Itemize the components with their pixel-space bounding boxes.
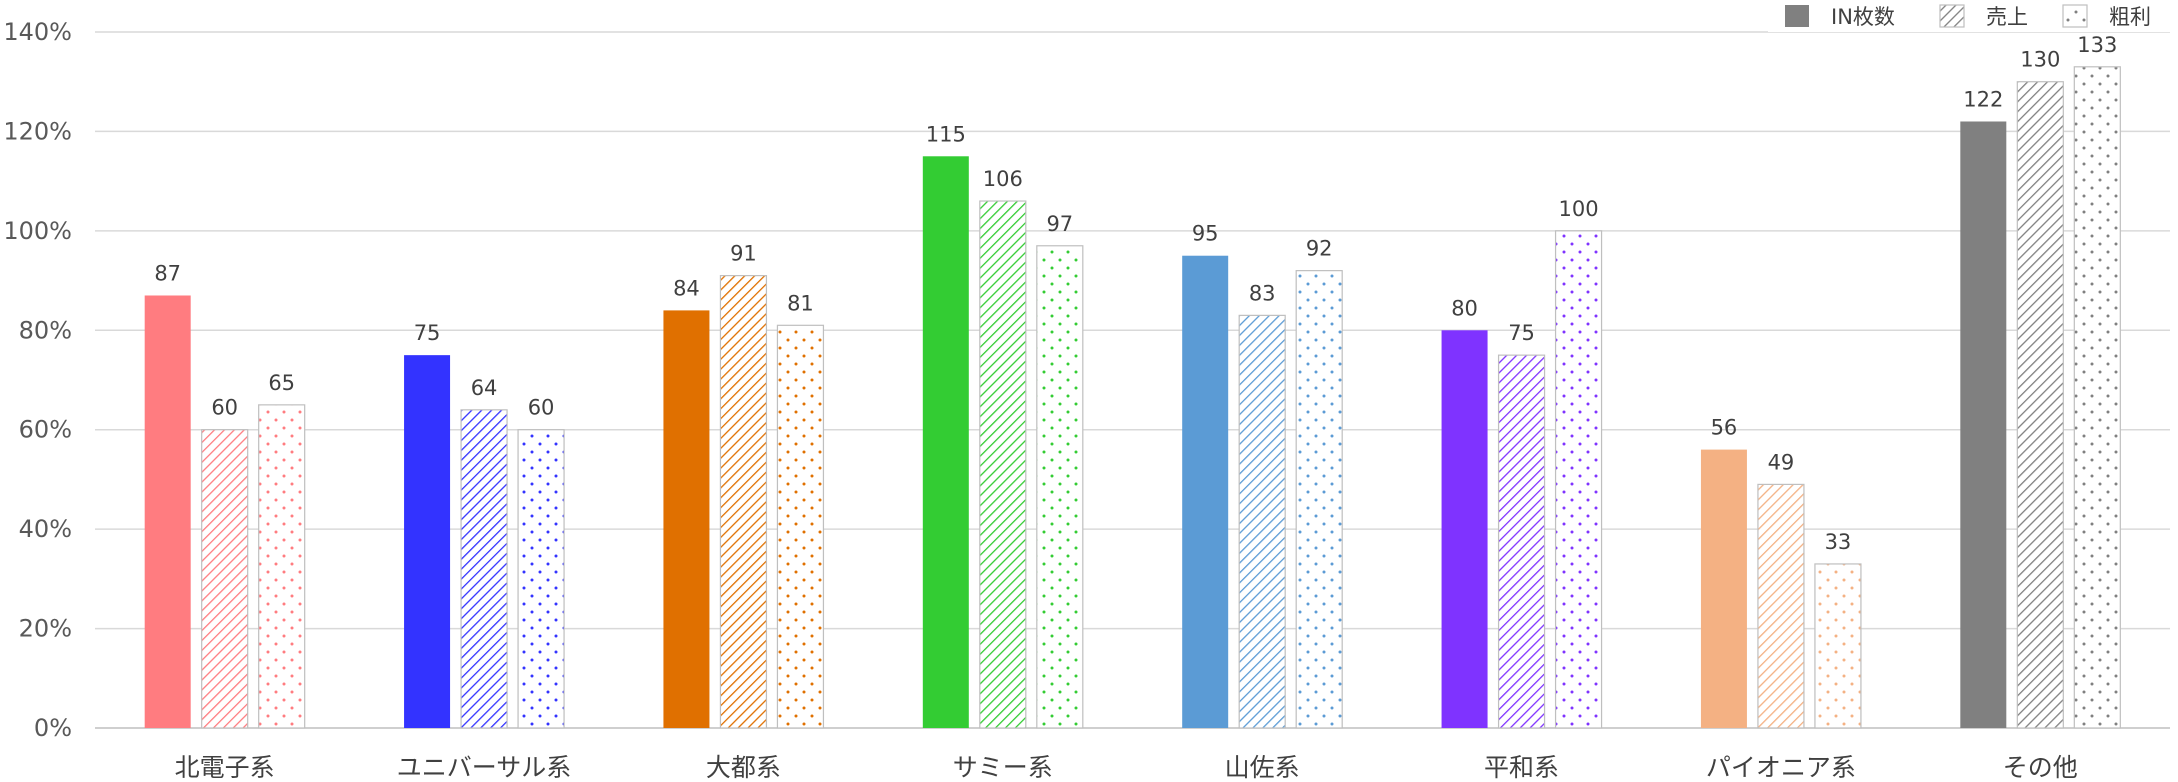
data-label: 60 (528, 396, 555, 420)
data-label: 80 (1451, 296, 1478, 320)
bar (1295, 270, 1343, 729)
bar (719, 275, 768, 729)
bar (404, 355, 451, 728)
x-category-label: ユニバーサル系 (397, 753, 572, 782)
data-label: 60 (211, 396, 238, 420)
y-tick-label: 40% (19, 515, 72, 543)
y-tick-label: 140% (3, 18, 72, 46)
data-label: 33 (1825, 530, 1852, 554)
bar (201, 429, 249, 729)
data-label: 130 (2020, 48, 2060, 72)
bar (517, 429, 565, 729)
data-label: 83 (1249, 281, 1276, 305)
bar (258, 404, 306, 729)
legend-swatch (1939, 4, 1965, 28)
legend-swatch (2062, 4, 2088, 28)
data-label: 75 (414, 321, 441, 345)
x-category-label: サミー系 (953, 753, 1053, 782)
x-category-label: 山佐系 (1225, 753, 1300, 782)
legend-swatch (1785, 5, 1809, 27)
data-label: 81 (787, 291, 814, 315)
bar (460, 409, 508, 729)
x-axis-category-labels: 北電子系 ユニバーサル系 大都系 サミー系 山佐系 平和系 パイオニア系 その他 (175, 753, 2078, 782)
data-label: 84 (673, 276, 700, 300)
y-tick-label: 20% (19, 615, 72, 643)
bar (1036, 245, 1084, 729)
legend-label: 粗利 (2109, 5, 2151, 29)
bar (663, 310, 710, 728)
bars (144, 66, 2121, 729)
bar (979, 200, 1027, 729)
x-category-label: 北電子系 (175, 753, 275, 782)
bar (922, 156, 969, 729)
data-label: 106 (983, 167, 1023, 191)
legend: IN枚数 売上 粗利 (1768, 0, 2178, 32)
x-category-label: その他 (2003, 753, 2078, 782)
bar (776, 324, 825, 729)
bar (144, 295, 191, 728)
data-label: 92 (1306, 237, 1333, 261)
y-tick-label: 60% (19, 416, 72, 444)
data-label: 115 (926, 122, 966, 146)
data-label: 91 (730, 242, 757, 266)
bar (1700, 449, 1747, 728)
legend-label: 売上 (1986, 5, 2028, 29)
bar (1814, 563, 1862, 729)
bar (2016, 81, 2064, 729)
bar (2073, 66, 2121, 729)
x-category-label: 大都系 (706, 753, 781, 782)
legend-label: IN枚数 (1831, 5, 1895, 29)
y-tick-label: 80% (19, 316, 72, 344)
x-category-label: パイオニア系 (1706, 753, 1856, 782)
data-label: 95 (1192, 222, 1219, 246)
bar (1554, 230, 1603, 729)
y-tick-label: 120% (3, 117, 72, 145)
data-label: 49 (1768, 450, 1795, 474)
bar (1497, 354, 1546, 729)
data-labels: 87 60 65 75 64 60 84 91 81 115 106 97 95 83 92 80 75 100 5… (154, 33, 2117, 554)
data-label: 75 (1508, 321, 1535, 345)
y-axis-tick-labels: 0% 20% 40% 60% 80% 100% 120% 140% (3, 18, 72, 742)
data-label: 100 (1559, 197, 1599, 221)
legend-background (1768, 0, 2178, 32)
bar (1960, 121, 2007, 728)
data-label: 87 (154, 261, 181, 285)
data-label: 65 (268, 371, 295, 395)
bar (1182, 255, 1229, 728)
data-label: 97 (1046, 212, 1073, 236)
y-tick-label: 0% (34, 714, 72, 742)
data-label: 133 (2077, 33, 2117, 57)
bar (1441, 330, 1488, 728)
bar (1238, 314, 1286, 729)
data-label: 56 (1711, 416, 1738, 440)
y-tick-label: 100% (3, 217, 72, 245)
data-label: 64 (471, 376, 498, 400)
x-category-label: 平和系 (1484, 753, 1559, 782)
data-label: 122 (1963, 87, 2003, 111)
bar (1757, 483, 1805, 729)
